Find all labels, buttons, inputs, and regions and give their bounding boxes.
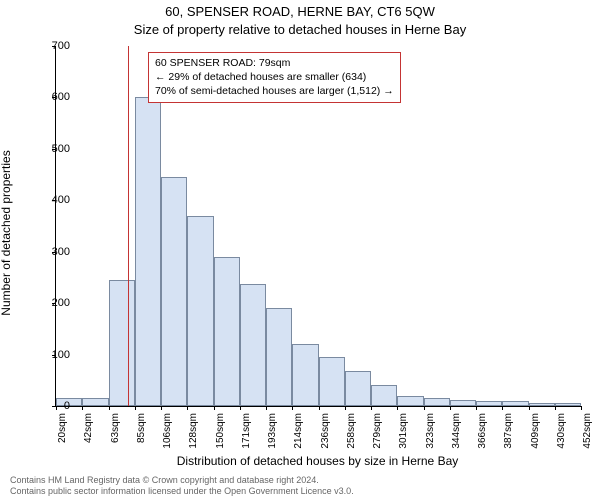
x-tick-label: 258sqm <box>346 413 357 453</box>
histogram-bar <box>187 216 213 406</box>
y-tick-label: 100 <box>40 349 70 361</box>
x-tick-mark <box>397 406 398 410</box>
x-tick-mark <box>187 406 188 410</box>
x-tick-label: 430sqm <box>556 413 567 453</box>
attribution-footer: Contains HM Land Registry data © Crown c… <box>10 475 354 498</box>
x-tick-mark <box>529 406 530 410</box>
x-tick-mark <box>135 406 136 410</box>
subtitle: Size of property relative to detached ho… <box>0 22 600 37</box>
x-tick-mark <box>319 406 320 410</box>
x-tick-mark <box>266 406 267 410</box>
x-tick-mark <box>345 406 346 410</box>
y-tick-label: 500 <box>40 143 70 155</box>
histogram-bar <box>266 308 292 406</box>
x-tick-label: 409sqm <box>530 413 541 453</box>
x-tick-mark <box>240 406 241 410</box>
y-tick-label: 600 <box>40 91 70 103</box>
y-tick-label: 0 <box>40 400 70 412</box>
y-tick-label: 700 <box>40 40 70 52</box>
histogram-bar <box>502 401 528 406</box>
x-tick-mark <box>82 406 83 410</box>
x-tick-mark <box>214 406 215 410</box>
x-tick-mark <box>371 406 372 410</box>
x-tick-label: 214sqm <box>293 413 304 453</box>
histogram-plot: 60 SPENSER ROAD: 79sqm ← 29% of detached… <box>55 46 581 407</box>
x-tick-mark <box>502 406 503 410</box>
x-tick-label: 323sqm <box>425 413 436 453</box>
x-tick-mark <box>476 406 477 410</box>
histogram-bar <box>161 177 187 406</box>
y-tick-label: 200 <box>40 297 70 309</box>
address-title: 60, SPENSER ROAD, HERNE BAY, CT6 5QW <box>0 4 600 19</box>
callout-line-size: 60 SPENSER ROAD: 79sqm <box>155 56 394 70</box>
x-tick-label: 171sqm <box>241 413 252 453</box>
x-tick-mark <box>581 406 582 410</box>
x-tick-label: 63sqm <box>110 413 121 453</box>
histogram-bar <box>424 398 450 406</box>
y-tick-label: 300 <box>40 246 70 258</box>
y-tick-label: 400 <box>40 194 70 206</box>
histogram-bar <box>476 401 502 406</box>
histogram-bar <box>109 280 135 406</box>
histogram-bar <box>240 284 266 406</box>
x-tick-mark <box>161 406 162 410</box>
histogram-bar <box>397 396 423 406</box>
histogram-bar <box>345 371 371 406</box>
y-axis-label: Number of detached properties <box>0 150 13 315</box>
x-tick-label: 452sqm <box>582 413 593 453</box>
histogram-bar <box>529 403 555 406</box>
x-tick-mark <box>424 406 425 410</box>
x-tick-label: 106sqm <box>162 413 173 453</box>
callout-line-smaller: ← 29% of detached houses are smaller (63… <box>155 70 394 84</box>
histogram-bar <box>135 97 161 406</box>
x-tick-label: 344sqm <box>451 413 462 453</box>
histogram-bar <box>319 357 345 406</box>
x-tick-label: 128sqm <box>188 413 199 453</box>
x-tick-label: 42sqm <box>83 413 94 453</box>
histogram-bar <box>292 344 318 406</box>
x-axis-label: Distribution of detached houses by size … <box>55 454 580 468</box>
x-tick-mark <box>109 406 110 410</box>
x-tick-label: 193sqm <box>267 413 278 453</box>
x-tick-label: 150sqm <box>215 413 226 453</box>
x-tick-label: 387sqm <box>503 413 514 453</box>
property-callout: 60 SPENSER ROAD: 79sqm ← 29% of detached… <box>148 52 401 103</box>
x-tick-label: 85sqm <box>136 413 147 453</box>
x-tick-label: 236sqm <box>320 413 331 453</box>
x-tick-label: 301sqm <box>398 413 409 453</box>
x-tick-mark <box>450 406 451 410</box>
footer-line2: Contains public sector information licen… <box>10 486 354 497</box>
histogram-bar <box>82 398 108 406</box>
histogram-bar <box>450 400 476 406</box>
callout-line-larger: 70% of semi-detached houses are larger (… <box>155 84 394 98</box>
histogram-bar <box>214 257 240 406</box>
x-tick-mark <box>555 406 556 410</box>
footer-line1: Contains HM Land Registry data © Crown c… <box>10 475 354 486</box>
y-axis-label-container: Number of detached properties <box>6 46 20 406</box>
histogram-bar <box>555 403 581 406</box>
x-tick-label: 366sqm <box>477 413 488 453</box>
property-marker-line <box>128 46 129 406</box>
x-tick-label: 279sqm <box>372 413 383 453</box>
x-tick-label: 20sqm <box>57 413 68 453</box>
x-tick-mark <box>292 406 293 410</box>
histogram-bar <box>371 385 397 406</box>
